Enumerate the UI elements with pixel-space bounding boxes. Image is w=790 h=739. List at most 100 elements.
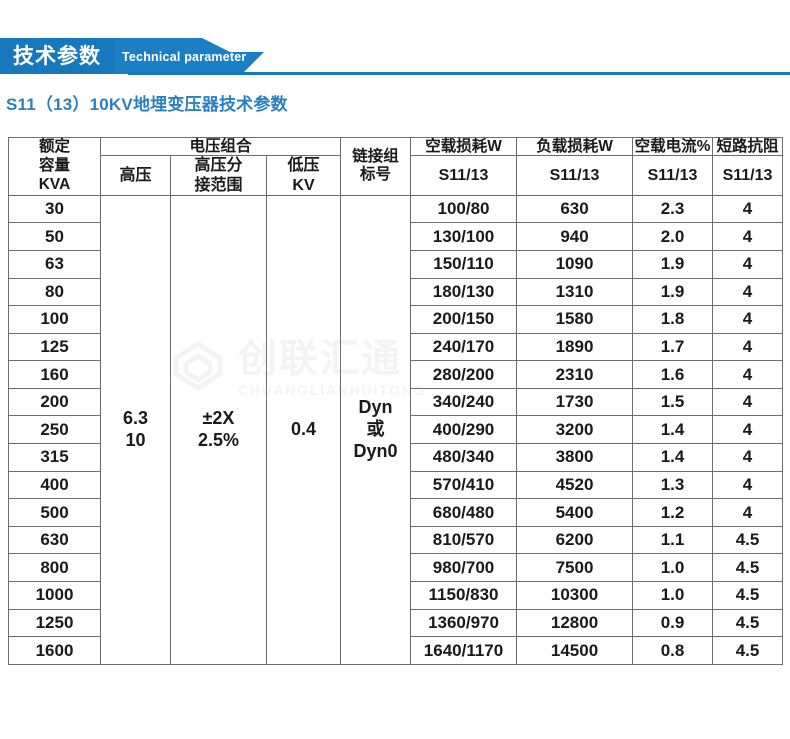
spec-table: 额定 容量 KVA 电压组合 链接组 标号 空载损耗W 负载损耗W 空载电流% … [8, 136, 784, 665]
cell-rated-capacity: 630 [8, 525, 101, 555]
cell-short-circuit: 4.5 [712, 608, 784, 638]
cell-load-loss: 6200 [516, 525, 634, 555]
subheader-hv-tap-range: 高压分 接范围 [170, 155, 267, 196]
header-rated-capacity: 额定 容量 KVA [8, 137, 101, 196]
cell-no-load-loss: 280/200 [410, 360, 518, 389]
cell-no-load-loss: 980/700 [410, 553, 518, 583]
cell-no-load-loss: 480/340 [410, 443, 518, 472]
cell-no-load-loss: 680/480 [410, 498, 518, 527]
table-row: 63 150/110 1090 1.9 4 [8, 249, 784, 279]
cell-no-load-loss: 1640/1170 [410, 636, 518, 665]
cell-load-loss: 1580 [516, 305, 634, 334]
cell-short-circuit: 4 [712, 415, 784, 445]
cell-short-circuit: 4.5 [712, 553, 784, 583]
cell-no-load-loss: 810/570 [410, 525, 518, 555]
cell-short-circuit: 4 [712, 277, 784, 307]
cell-load-loss: 7500 [516, 553, 634, 583]
cell-no-load-current: 1.4 [632, 415, 714, 445]
cell-short-circuit: 4.5 [712, 581, 784, 610]
table-body: 30 6.3 10 ±2X 2.5% 0.4 Dyn 或 Dyn0 100/80 630 2.3 4 50… [8, 194, 784, 665]
cell-link-group-line: Dyn0 [353, 440, 398, 461]
cell-no-load-current: 2.0 [632, 222, 714, 251]
cell-hv-tap-range-line: 2.5% [197, 429, 240, 450]
table-row: 125 240/170 1890 1.7 4 [8, 332, 784, 362]
cell-rated-capacity: 80 [8, 277, 101, 307]
cell-load-loss: 5400 [516, 498, 634, 527]
cell-load-loss: 1890 [516, 332, 634, 362]
cell-hv-tap-range-line: ±2X [202, 408, 235, 429]
subheader-low-voltage-line1: 低压 [287, 157, 320, 175]
cell-high-voltage-line: 6.3 [122, 408, 149, 429]
cell-high-voltage: 6.3 10 [100, 194, 171, 665]
cell-rated-capacity: 125 [8, 332, 101, 362]
cell-short-circuit: 4 [712, 470, 784, 500]
cell-no-load-loss: 400/290 [410, 415, 518, 445]
header-rated-capacity-line2: 容量 [38, 157, 70, 175]
cell-short-circuit: 4 [712, 332, 784, 362]
cell-low-voltage-line: 0.4 [290, 418, 317, 439]
page-title: S11（13）10KV地埋变压器技术参数 [6, 95, 288, 114]
cell-rated-capacity: 30 [8, 194, 101, 224]
cell-no-load-current: 1.6 [632, 360, 714, 389]
table-row: 160 280/200 2310 1.6 4 [8, 360, 784, 389]
table-row: 250 400/290 3200 1.4 4 [8, 415, 784, 445]
cell-short-circuit: 4.5 [712, 636, 784, 665]
cell-no-load-current: 1.2 [632, 498, 714, 527]
cell-no-load-current: 1.3 [632, 470, 714, 500]
banner-cn-label: 技术参数 [13, 44, 101, 68]
header-no-load-current: 空载电流% [632, 136, 714, 157]
subheader-model-no-load-loss: S11/13 [410, 155, 518, 196]
table-row: 400 570/410 4520 1.3 4 [8, 470, 784, 500]
cell-rated-capacity: 63 [8, 249, 101, 279]
cell-no-load-current: 1.7 [632, 332, 714, 362]
cell-no-load-loss: 340/240 [410, 387, 518, 417]
cell-load-loss: 3800 [516, 443, 634, 472]
cell-load-loss: 14500 [516, 636, 634, 665]
cell-low-voltage: 0.4 [265, 194, 342, 665]
table-row: 1600 1640/1170 14500 0.8 4.5 [8, 636, 784, 665]
cell-load-loss: 2310 [516, 360, 634, 389]
section-banner: 技术参数 Technical parameter [0, 38, 790, 78]
cell-no-load-current: 1.0 [632, 581, 714, 610]
cell-no-load-current: 1.4 [632, 443, 714, 472]
banner-underline [128, 72, 790, 75]
cell-rated-capacity: 100 [8, 305, 101, 334]
cell-no-load-current: 1.0 [632, 553, 714, 583]
cell-rated-capacity: 250 [8, 415, 101, 445]
cell-load-loss: 12800 [516, 608, 634, 638]
cell-rated-capacity: 50 [8, 222, 101, 251]
cell-no-load-current: 1.8 [632, 305, 714, 334]
header-no-load-loss: 空载损耗W [410, 136, 518, 157]
table-row: 800 980/700 7500 1.0 4.5 [8, 553, 784, 583]
header-rated-capacity-line1: 额定 [38, 138, 70, 156]
subheader-high-voltage: 高压 [100, 155, 171, 196]
cell-no-load-current: 1.9 [632, 249, 714, 279]
cell-no-load-loss: 570/410 [410, 470, 518, 500]
cell-short-circuit: 4.5 [712, 525, 784, 555]
spec-table-wrapper: 额定 容量 KVA 电压组合 链接组 标号 空载损耗W 负载损耗W 空载电流% … [8, 136, 784, 665]
table-row: 500 680/480 5400 1.2 4 [8, 498, 784, 527]
cell-no-load-current: 2.3 [632, 194, 714, 224]
cell-short-circuit: 4 [712, 249, 784, 279]
header-row-2: 高压 高压分 接范围 低压 KV S11/13 S11/13 S11/13 S1… [9, 155, 784, 196]
cell-hv-tap-range: ±2X 2.5% [170, 194, 267, 665]
subheader-low-voltage: 低压 KV [265, 155, 342, 196]
subheader-hv-tap-range-line1: 高压分 [194, 157, 243, 175]
cell-load-loss: 3200 [516, 415, 634, 445]
cell-no-load-loss: 180/130 [410, 277, 518, 307]
cell-short-circuit: 4 [712, 443, 784, 472]
cell-rated-capacity: 500 [8, 498, 101, 527]
cell-load-loss: 940 [516, 222, 634, 251]
table-row: 50 130/100 940 2.0 4 [8, 222, 784, 251]
cell-rated-capacity: 200 [8, 387, 101, 417]
header-load-loss: 负载损耗W [516, 136, 634, 157]
header-link-group-line2: 标号 [360, 166, 392, 184]
cell-rated-capacity: 800 [8, 553, 101, 583]
cell-load-loss: 10300 [516, 581, 634, 610]
cell-rated-capacity: 315 [8, 443, 101, 472]
cell-short-circuit: 4 [712, 387, 784, 417]
cell-rated-capacity: 1000 [8, 581, 101, 610]
cell-link-group-line: Dyn [358, 397, 393, 418]
cell-load-loss: 630 [516, 194, 634, 224]
